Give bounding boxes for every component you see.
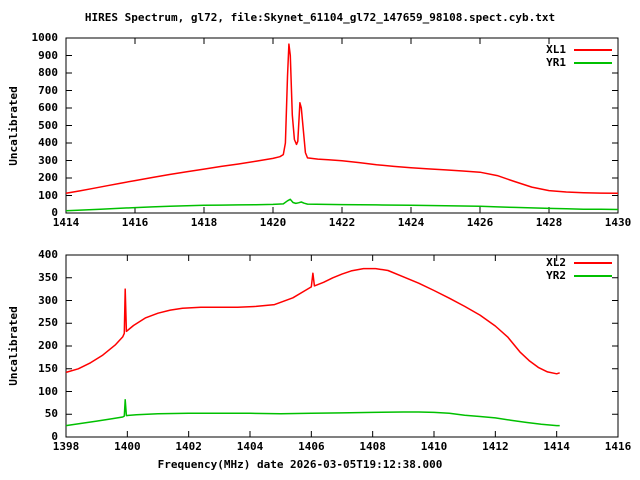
x-tick-label: 1424 xyxy=(397,216,425,229)
x-tick-label: 1406 xyxy=(298,440,325,453)
legend-entry-YR1: YR1 xyxy=(470,57,612,69)
x-tick-label: 1404 xyxy=(236,440,264,453)
x-tick-label: 1414 xyxy=(52,216,80,229)
x-axis-label: Frequency(MHz) date 2026-03-05T19:12:38.… xyxy=(157,458,443,471)
y-tick-label: 300 xyxy=(38,153,58,167)
x-tick-label: 1428 xyxy=(535,216,563,229)
y-tick-label: 150 xyxy=(38,361,58,375)
y-tick-label: 50 xyxy=(44,407,58,421)
chart-title: HIRES Spectrum, gl72, file:Skynet_61104_… xyxy=(84,11,556,24)
legend-label: XL1 xyxy=(546,43,566,56)
legend-label: YR2 xyxy=(546,269,566,282)
x-tick-label: 1416 xyxy=(604,440,632,453)
legend-entry-YR2: YR2 xyxy=(470,270,612,282)
legend-line-sample xyxy=(574,262,612,264)
y-tick-label: 100 xyxy=(38,188,58,202)
series-YR1-line xyxy=(65,198,619,212)
legend-label: XL2 xyxy=(546,256,566,269)
x-tick-label: 1400 xyxy=(114,440,141,453)
y-tick-label: 0 xyxy=(51,206,58,219)
x-tick-label: 1416 xyxy=(121,216,149,229)
legend-line-sample xyxy=(574,62,612,64)
x-tick-label: 1414 xyxy=(543,440,570,453)
x-tick-label: 1420 xyxy=(259,216,287,229)
y-tick-label: 350 xyxy=(38,270,58,284)
x-tick-label: 1412 xyxy=(482,440,509,453)
y-tick-label: 300 xyxy=(38,293,58,307)
legend-label: YR1 xyxy=(546,56,566,69)
y-tick-label: 700 xyxy=(38,83,58,97)
legend-entry-XL1: XL1 xyxy=(470,44,612,56)
y-tick-label: 400 xyxy=(38,136,58,149)
series-YR2-line xyxy=(65,398,560,427)
legend-entry-XL2: XL2 xyxy=(470,257,612,269)
y-tick-label: 0 xyxy=(51,430,58,443)
y-tick-label: 600 xyxy=(38,101,58,114)
plot-border-bottom xyxy=(65,254,619,438)
x-tick-label: 1398 xyxy=(52,440,80,453)
y-tick-label: 100 xyxy=(38,384,58,398)
y-tick-label: 400 xyxy=(38,248,58,261)
series-XL2-line xyxy=(65,267,560,375)
x-tick-label: 1426 xyxy=(466,216,494,229)
x-tick-label: 1418 xyxy=(190,216,218,229)
x-tick-label: 1402 xyxy=(175,440,202,453)
y-tick-label: 1000 xyxy=(31,31,59,44)
x-tick-label: 1408 xyxy=(359,440,386,453)
y-tick-label: 800 xyxy=(38,66,58,79)
legend-line-sample xyxy=(574,49,612,51)
y-tick-label: 500 xyxy=(38,118,58,132)
y-tick-label: 200 xyxy=(38,171,58,184)
x-tick-label: 1410 xyxy=(420,440,448,453)
series-XL1-line xyxy=(65,43,619,194)
legend-line-sample xyxy=(574,275,612,277)
x-tick-label: 1422 xyxy=(328,216,356,229)
y-tick-label: 900 xyxy=(38,48,58,62)
y-tick-label: 250 xyxy=(38,316,58,330)
y-tick-label: 200 xyxy=(38,339,58,352)
x-tick-label: 1430 xyxy=(604,216,632,229)
